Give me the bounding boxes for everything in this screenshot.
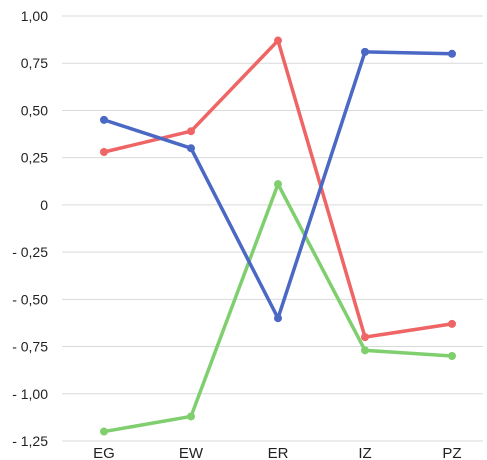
data-point (187, 412, 195, 421)
series (100, 180, 456, 436)
data-point (274, 36, 282, 45)
data-point (100, 148, 108, 156)
data-point (187, 127, 195, 136)
x-tick-label: EG (93, 445, 115, 460)
gridlines (62, 15, 483, 442)
y-tick-label: - 0,25 (12, 244, 48, 260)
y-tick-label: - 1,00 (12, 386, 48, 402)
x-tick-label: ER (268, 445, 289, 460)
data-point (274, 180, 282, 189)
y-tick-label: - 1,25 (12, 433, 48, 449)
y-tick-label: 1,00 (21, 8, 48, 24)
series-line (102, 182, 454, 434)
y-axis-labels: 1,00 0,75 0,50 0,25 0 - 0,25 - 0,50 - 0,75 - 1,0… (12, 8, 48, 449)
x-tick-label: EW (179, 445, 204, 460)
data-point (274, 314, 282, 323)
data-point (187, 144, 195, 153)
y-tick-label: - 0,75 (12, 339, 48, 355)
x-axis-labels: EG EW ER IZ PZ (93, 445, 461, 460)
y-tick-label: - 0,50 (12, 291, 48, 307)
x-tick-label: PZ (442, 445, 461, 460)
x-tick-label: IZ (358, 445, 371, 460)
data-point (100, 115, 108, 124)
series (100, 47, 456, 323)
data-point (448, 49, 456, 58)
data-point (361, 47, 369, 56)
data-point (361, 346, 369, 355)
y-tick-label: 0 (40, 197, 48, 213)
y-tick-label: 0,75 (21, 55, 48, 71)
y-tick-label: 0,50 (21, 102, 48, 118)
series-lines (100, 36, 456, 436)
data-point (361, 333, 369, 342)
data-point (448, 319, 456, 328)
y-tick-label: 0,25 (21, 150, 48, 166)
data-point (448, 352, 456, 360)
data-point (100, 427, 108, 436)
